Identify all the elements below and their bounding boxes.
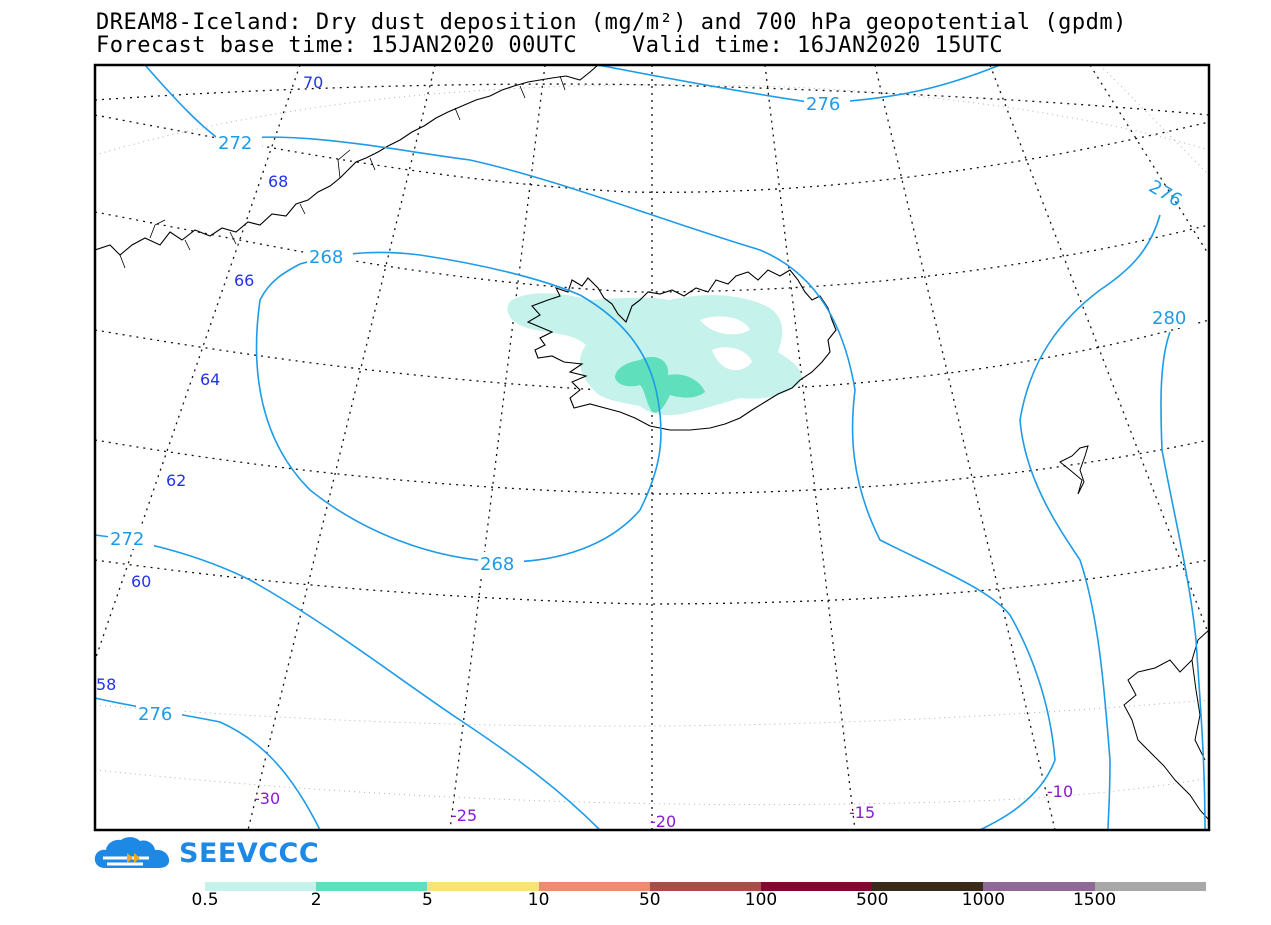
iceland-coastline	[526, 269, 837, 431]
lon-label-minus20: -20	[650, 812, 676, 831]
lat-label-70: 70	[303, 73, 323, 92]
lon-label-minus25: -25	[451, 806, 477, 825]
colorbar-label: 50	[638, 890, 661, 910]
contour-label-268-top: 268	[309, 247, 343, 268]
logo-text: SEEVCCC	[179, 837, 320, 869]
colorbar-segment	[1094, 882, 1206, 891]
latitude-lines	[95, 83, 1209, 605]
lat-label-58: 58	[96, 675, 116, 694]
longitude-labels: -30 -25 -20 -15 -10	[254, 782, 1073, 831]
lat-label-64: 64	[200, 370, 220, 389]
colorbar-segment	[316, 882, 428, 891]
seevccc-logo: SEEVCCC	[93, 834, 319, 872]
latitude-labels: 70 68 66 64 62 60 58	[96, 73, 323, 694]
colorbar-labels: 0.5 2 5 10 50 100 500 1000 1500	[0, 890, 1271, 912]
colorbar-segment	[872, 882, 984, 891]
colorbar	[205, 882, 1206, 891]
colorbar-segment	[427, 882, 539, 891]
colorbar-label: 2	[310, 890, 322, 910]
greenland-fjords	[119, 75, 566, 269]
lat-label-66: 66	[234, 271, 254, 290]
lat-label-60: 60	[131, 572, 151, 591]
colorbar-label: 1500	[1072, 890, 1117, 910]
lat-label-62: 62	[166, 471, 186, 490]
contour-label-272-nw: 272	[218, 133, 252, 154]
map-frame	[93, 63, 1211, 832]
lon-label-minus15: -15	[849, 803, 875, 822]
greenland-coastline	[95, 65, 599, 256]
norway-coastline	[1123, 629, 1209, 821]
faroe-islands	[1059, 445, 1089, 495]
colorbar-label: 500	[855, 890, 889, 910]
colorbar-segment	[205, 882, 317, 891]
colorbar-label: 1000	[961, 890, 1006, 910]
contour-label-272-sw: 272	[110, 529, 144, 550]
colorbar-segment	[649, 882, 761, 891]
map-title-line1: DREAM8-Iceland: Dry dust deposition (mg/…	[96, 10, 1127, 35]
contour-label-276-sw: 276	[138, 704, 172, 725]
lon-label-minus30: -30	[254, 789, 280, 808]
colorbar-label: 5	[421, 890, 433, 910]
dust-deposition-field	[507, 293, 802, 416]
colorbar-label: 0.5	[191, 890, 219, 910]
lon-label-minus10: -10	[1047, 782, 1073, 801]
lat-label-68: 68	[268, 172, 288, 191]
contour-label-276-ne: 276	[1145, 176, 1185, 211]
colorbar-label: 10	[527, 890, 550, 910]
faint-graticule	[95, 65, 1209, 806]
colorbar-segment	[538, 882, 650, 891]
colorbar-segment	[760, 882, 873, 891]
colorbar-label: 100	[744, 890, 778, 910]
cloud-logo-icon	[94, 837, 170, 868]
contour-label-276-top: 276	[806, 94, 840, 115]
geopotential-contours	[95, 65, 1206, 830]
colorbar-segment	[983, 882, 1095, 891]
contour-label-268-bottom: 268	[480, 554, 514, 575]
contour-label-280: 280	[1152, 308, 1186, 329]
map-title-line2: Forecast base time: 15JAN2020 00UTC Vali…	[96, 33, 1004, 58]
contour-labels: 276 272 268 268 272 276 276 280	[108, 92, 1196, 725]
longitude-lines	[95, 65, 1209, 830]
